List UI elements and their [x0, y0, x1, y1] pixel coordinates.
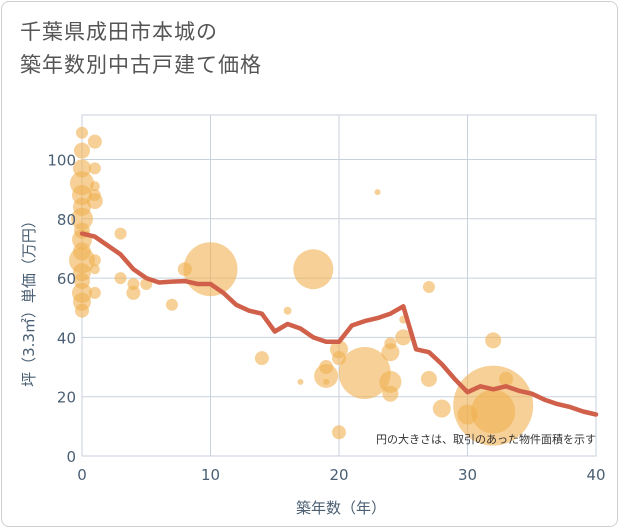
bubble	[87, 134, 102, 149]
bubble	[126, 285, 141, 300]
bubble	[338, 346, 391, 399]
bubble	[432, 399, 451, 418]
y-tick-label: 80	[57, 211, 76, 229]
bubble	[374, 189, 381, 196]
bubble	[297, 378, 304, 385]
bubble	[89, 181, 100, 192]
y-tick-label: 0	[66, 448, 76, 466]
y-tick-label: 20	[57, 389, 76, 407]
chart-title-line-1: 千葉県成田市本城の	[20, 20, 218, 44]
bubble	[381, 343, 400, 362]
bubble	[422, 280, 435, 293]
x-axis-label: 築年数（年）	[296, 499, 386, 517]
bubble	[332, 425, 346, 440]
bubble	[75, 303, 89, 318]
bubble	[86, 192, 103, 209]
trend-line-layer	[79, 231, 599, 417]
bubble	[89, 264, 100, 275]
bubble	[114, 272, 127, 285]
bubble	[293, 249, 334, 290]
bubble	[499, 371, 514, 386]
x-tick-label: 30	[458, 466, 477, 484]
bubble	[183, 242, 238, 297]
bubble	[395, 329, 412, 346]
bubble	[114, 227, 127, 240]
bubble	[314, 363, 339, 388]
chart-title: 千葉県成田市本城の 築年数別中古戸建て価格	[20, 16, 262, 82]
bubble	[88, 162, 101, 175]
bubble	[254, 351, 269, 366]
bubble	[165, 298, 178, 311]
y-axis-label: 坪（3.3㎡）単価（万円）	[20, 213, 38, 387]
axis-ticks: 0 10 20 30 40 0 20 40 60 80 100	[47, 151, 605, 484]
bubble	[283, 306, 292, 315]
bubble-size-note: 円の大きさは、取引のあった物件面積を示す	[376, 432, 596, 446]
bubble	[88, 254, 101, 267]
bubble	[323, 378, 330, 385]
bubble	[71, 207, 93, 230]
trend-line	[79, 231, 599, 417]
bubbles-layer	[69, 126, 534, 446]
bubble	[485, 332, 502, 349]
grid-lines	[81, 114, 597, 457]
x-tick-label: 10	[201, 466, 220, 484]
bubble	[76, 126, 88, 139]
x-tick-label: 0	[77, 466, 87, 484]
x-tick-label: 20	[329, 466, 348, 484]
chart-title-line-2: 築年数別中古戸建て価格	[20, 53, 262, 77]
bubble	[471, 389, 516, 434]
y-tick-label: 60	[57, 270, 76, 288]
bubble	[420, 370, 437, 387]
y-tick-label: 100	[47, 151, 76, 169]
bubble	[88, 286, 101, 299]
x-tick-label: 40	[586, 466, 605, 484]
bubble	[379, 370, 402, 393]
y-tick-label: 40	[57, 329, 76, 347]
bubble	[382, 385, 399, 402]
bubble	[74, 142, 90, 159]
